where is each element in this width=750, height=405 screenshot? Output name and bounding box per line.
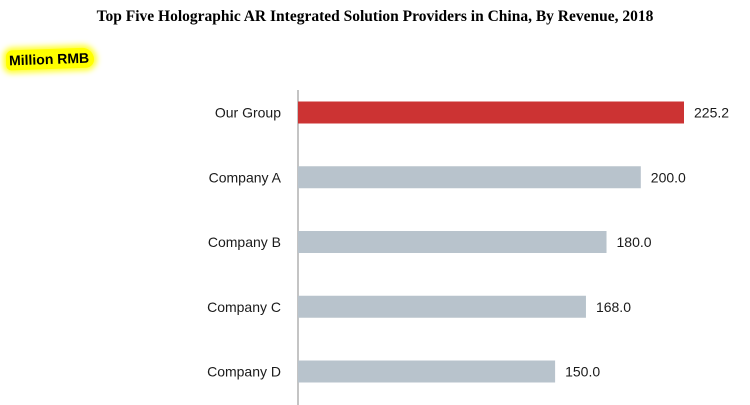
category-label: Our Group	[215, 105, 281, 121]
bar-company-b	[298, 231, 607, 253]
value-label: 168.0	[596, 299, 631, 315]
chart-title: Top Five Holographic AR Integrated Solut…	[96, 8, 654, 25]
category-label: Company A	[209, 169, 282, 185]
value-label: 200.0	[651, 169, 686, 185]
bar-company-d	[298, 360, 556, 383]
category-label: Company D	[207, 364, 281, 380]
bar-company-c	[298, 295, 586, 318]
bar-company-a	[298, 166, 641, 189]
value-label: 150.0	[565, 364, 600, 380]
bar-our-group	[298, 101, 684, 124]
value-label: 180.0	[617, 234, 652, 250]
value-label: 225.2	[694, 105, 729, 121]
bars-group: Our Group 225.2 Company A 200.0 Company B 180…	[207, 101, 729, 383]
category-label: Company C	[207, 299, 281, 315]
category-label: Company B	[208, 234, 281, 250]
